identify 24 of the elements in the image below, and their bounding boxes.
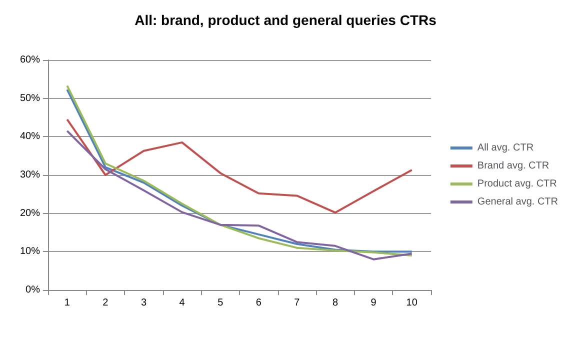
y-tick-label: 40% (20, 131, 40, 142)
x-tick-label: 9 (370, 298, 377, 308)
x-tick-label: 3 (140, 298, 147, 308)
x-tick-label: 6 (256, 298, 262, 308)
chart-title: All: brand, product and general queries CTRs (134, 12, 437, 28)
x-tick-label: 2 (102, 298, 109, 308)
y-tick-label: 30% (20, 170, 40, 180)
y-tick-label: 10% (20, 246, 40, 258)
legend-label: Brand avg. CTR (477, 160, 550, 172)
legend-label: Product avg. CTR (477, 178, 557, 190)
x-tick-label: 1 (64, 298, 70, 308)
legend-label: General avg. CTR (477, 196, 558, 208)
line-series (66, 130, 413, 260)
x-tick-label: 4 (179, 298, 186, 308)
y-tick-label: 60% (20, 54, 40, 66)
y-tick-label: 0% (26, 284, 40, 296)
line-series (66, 118, 413, 214)
x-tick-label: 7 (294, 298, 300, 308)
x-tick-label: 10 (406, 298, 418, 308)
x-tick-label: 8 (332, 298, 338, 308)
y-tick-label: 20% (20, 208, 40, 219)
legend-label: All avg. CTR (477, 142, 534, 154)
x-tick-label: 5 (218, 298, 224, 308)
y-tick-label: 50% (20, 92, 40, 104)
